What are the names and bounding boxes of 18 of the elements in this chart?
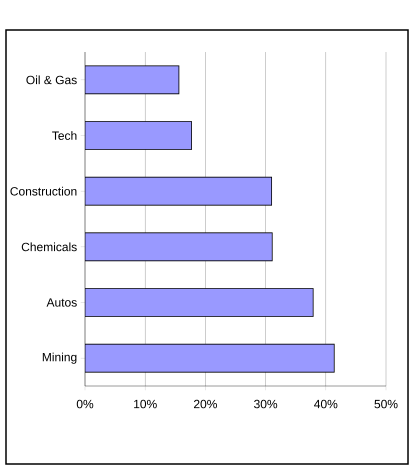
x-tick-label: 20% xyxy=(194,400,217,408)
bar xyxy=(85,232,273,262)
x-tick-label: 10% xyxy=(134,400,157,408)
y-tick-label: Autos xyxy=(46,298,77,307)
x-tick-label: 40% xyxy=(314,400,338,408)
bar xyxy=(85,344,335,373)
x-tick-label: 30% xyxy=(254,400,278,408)
bar xyxy=(85,65,180,94)
bar xyxy=(85,176,272,206)
y-tick-label: Chemicals xyxy=(22,242,77,252)
x-tick-label: 0% xyxy=(76,400,94,408)
x-tick-label: 50% xyxy=(374,400,398,408)
bar xyxy=(85,121,192,150)
y-tick-label: Oil & Gas xyxy=(26,75,77,84)
y-tick-label: Construction xyxy=(10,186,76,196)
bar xyxy=(85,288,314,317)
y-tick-label: Tech xyxy=(52,131,76,140)
y-tick-label: Mining xyxy=(42,352,76,364)
